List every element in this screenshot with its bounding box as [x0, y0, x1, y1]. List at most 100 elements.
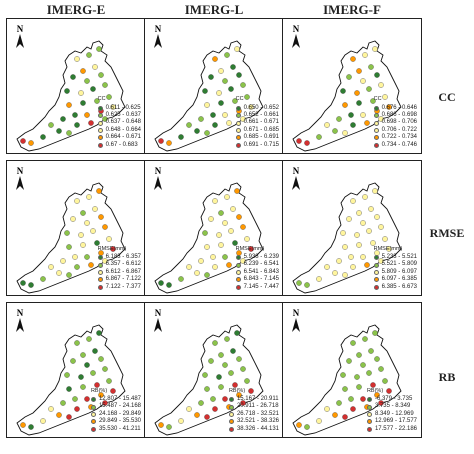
north-arrow-shape	[292, 34, 300, 48]
station-marker	[78, 90, 84, 96]
legend-label: 32.521 - 38.326	[236, 418, 279, 425]
legend-label: 12.807 - 15.487	[98, 395, 141, 402]
station-marker	[222, 254, 228, 260]
station-marker	[194, 270, 200, 276]
station-marker	[212, 122, 218, 128]
station-marker	[248, 388, 254, 394]
station-marker	[96, 330, 102, 336]
station-marker	[92, 348, 98, 354]
legend-item: 0.661 - 0.671	[235, 119, 279, 126]
legend-item: 5.938 - 6.239	[235, 254, 279, 261]
station-marker	[378, 82, 384, 88]
legend-item: 0.722 - 0.734	[373, 134, 417, 141]
station-marker	[378, 366, 384, 372]
station-marker	[210, 254, 216, 260]
legend-item: 0.648 - 0.664	[97, 127, 141, 134]
station-marker	[84, 112, 90, 118]
legend-item: 6.097 - 6.385	[373, 276, 417, 283]
station-marker	[372, 188, 378, 194]
station-marker	[222, 112, 228, 118]
station-marker	[60, 116, 66, 122]
station-marker	[98, 356, 104, 362]
legend-item: 26.718 - 32.521	[228, 410, 279, 418]
station-marker	[342, 130, 348, 136]
legend-title: CC	[373, 96, 382, 103]
station-marker	[222, 78, 228, 84]
station-marker	[224, 194, 230, 200]
station-marker	[66, 130, 72, 136]
legend-title: CC	[97, 96, 106, 103]
legend-title: CC	[235, 96, 244, 103]
legend-swatch	[228, 411, 234, 417]
station-marker	[70, 74, 76, 80]
station-marker	[340, 372, 346, 378]
legend-swatch	[235, 105, 241, 111]
station-marker	[332, 270, 338, 276]
map-legend: RB(%) -6.379 - 3.735 3.735 - 8.349 8.349 - …	[366, 388, 417, 433]
station-marker	[362, 194, 368, 200]
station-marker	[346, 358, 352, 364]
station-marker	[232, 98, 238, 104]
north-arrow-icon: N	[13, 167, 27, 195]
station-marker	[66, 414, 72, 420]
legend-label: 5.809 - 6.097	[381, 268, 417, 275]
station-marker	[40, 134, 46, 140]
station-marker	[228, 228, 234, 234]
legend-label: 6.867 - 7.122	[105, 276, 141, 283]
legend-swatch	[235, 262, 241, 268]
station-marker	[332, 412, 338, 418]
legend-label: 35.530 - 41.211	[98, 425, 141, 432]
legend-label: 0.652 - 0.661	[243, 111, 279, 118]
station-marker	[236, 392, 242, 398]
legend-swatch	[235, 127, 241, 133]
legend-swatch	[235, 277, 241, 283]
station-marker	[194, 128, 200, 134]
column-header-imerg-e: IMERG-E	[46, 2, 106, 17]
station-marker	[66, 272, 72, 278]
legend-swatch	[373, 255, 379, 261]
legend-item: 8.349 - 12.969	[366, 411, 417, 418]
station-marker	[374, 214, 380, 220]
station-marker	[106, 378, 112, 384]
legend-item: 6.541 - 6.843	[235, 268, 279, 276]
map-legend: CC 0.650 - 0.652 0.652 - 0.661 0.661 - 0.67…	[235, 96, 279, 149]
station-marker	[70, 358, 76, 364]
legend-item: 0.691 - 0.715	[235, 142, 279, 149]
station-marker	[66, 244, 72, 250]
legend-item: 6.867 - 7.122	[97, 276, 141, 283]
legend-swatch	[366, 426, 372, 432]
station-marker	[234, 188, 240, 194]
station-marker	[324, 122, 330, 128]
station-marker	[218, 384, 224, 390]
station-marker	[208, 358, 214, 364]
legend-label: 0.661 - 0.671	[243, 119, 279, 126]
station-marker	[296, 280, 302, 286]
station-marker	[96, 188, 102, 194]
station-marker	[218, 242, 224, 248]
north-label: N	[16, 308, 24, 318]
legend-swatch	[90, 397, 96, 403]
station-marker	[202, 88, 208, 94]
legend-item: 0.67 - 0.683	[97, 142, 141, 149]
legend-label: 6.541 - 6.843	[243, 268, 279, 275]
column-header-imerg-f: IMERG-F	[323, 2, 381, 17]
station-marker	[102, 400, 108, 406]
north-arrow-shape	[154, 318, 162, 332]
station-marker	[166, 282, 172, 288]
legend-label: 26.718 - 32.521	[236, 410, 279, 417]
legend-swatch	[97, 127, 103, 133]
station-marker	[204, 130, 210, 136]
station-marker	[332, 128, 338, 134]
map-panel-rmse-imerg-e: N RMSE(mm) 6.183 - 6.357 6.357 - 6.612 6.612…	[6, 160, 146, 296]
legend-item: 6.183 - 6.357	[97, 254, 141, 261]
legend-swatch	[90, 419, 96, 425]
legend-swatch	[235, 284, 241, 290]
station-marker	[102, 224, 108, 230]
legend-label: 0.676 - 0.646	[381, 104, 417, 111]
legend-item: 0.671 - 0.685	[235, 127, 279, 134]
legend-item: 5.233 - 5.521	[373, 254, 417, 261]
legend-swatch	[228, 419, 234, 425]
station-marker	[374, 356, 380, 362]
station-marker	[56, 128, 62, 134]
station-marker	[202, 372, 208, 378]
